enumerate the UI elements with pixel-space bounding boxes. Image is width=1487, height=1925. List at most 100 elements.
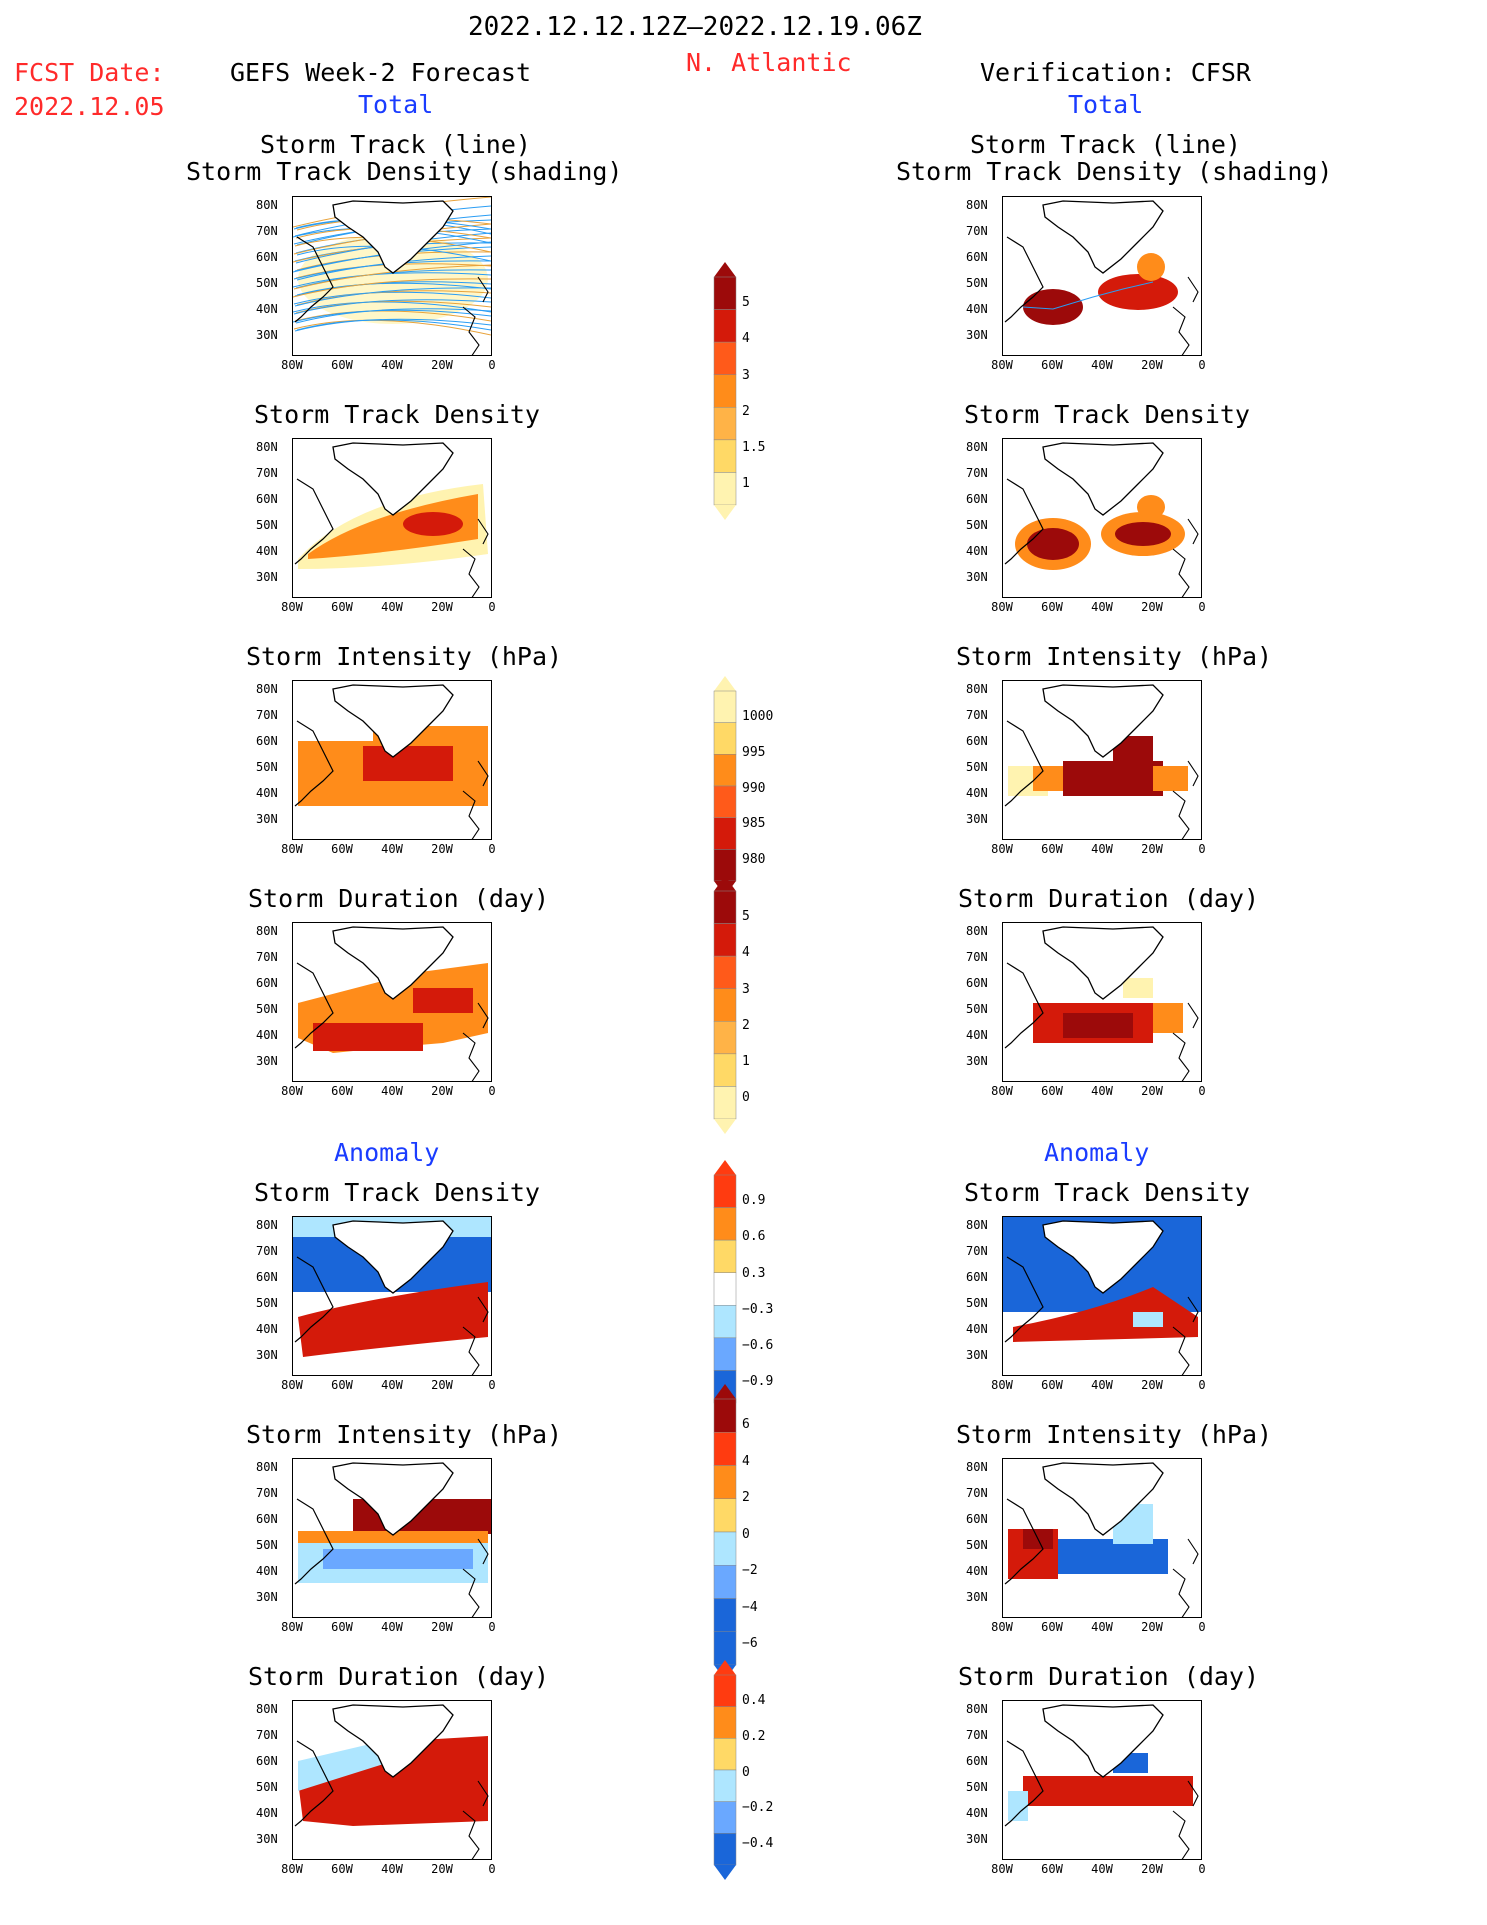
lon-tick-label: 0 (1198, 1862, 1206, 1876)
lon-tick-label: 80W (991, 1862, 1013, 1876)
lat-tick-label: 30N (966, 1054, 988, 1068)
title-density-right: Storm Track Density (964, 400, 1250, 429)
lat-tick-label: 60N (256, 250, 278, 264)
lat-tick-label: 50N (966, 1538, 988, 1552)
title-anom-intensity-left: Storm Intensity (hPa) (246, 1420, 563, 1449)
colorbar-tick-label: −0.9 (742, 1374, 774, 1390)
lon-tick-label: 20W (431, 842, 453, 856)
title-anom-density-left: Storm Track Density (254, 1178, 540, 1207)
fcst-date-label: FCST Date: (14, 58, 165, 87)
lon-tick-label: 80W (281, 358, 303, 372)
lat-tick-label: 50N (966, 1002, 988, 1016)
lat-tick-label: 40N (966, 1322, 988, 1336)
lat-tick-label: 60N (966, 1270, 988, 1284)
lat-tick-label: 80N (966, 1460, 988, 1474)
map-intensity-verification: 80N 70N 60N 50N 40N 30N 80W 60W 40W 20W 0 (966, 680, 1206, 880)
colorbar-tick-label: 0.2 (742, 1728, 766, 1744)
colorbar-total-intensity: 1000 995 990 985 980 (710, 676, 773, 900)
lat-tick-label: 60N (966, 1512, 988, 1526)
lat-tick-label: 30N (966, 570, 988, 584)
map-frame (292, 922, 492, 1082)
lon-tick-label: 0 (488, 842, 496, 856)
colorbar-anom-duration: 0.4 0.2 0 −0.2 −0.4 (710, 1660, 773, 1884)
map-density-forecast: 80N 70N 60N 50N 40N 30N 80W 60W 40W 20W 0 (256, 438, 496, 638)
lat-tick-label: 80N (966, 682, 988, 696)
colorbar-tick-label: 0.9 (742, 1193, 766, 1209)
lat-tick-label: 40N (966, 1028, 988, 1042)
lon-tick-label: 60W (331, 600, 353, 614)
map-frame (1002, 1216, 1202, 1376)
lon-tick-label: 20W (431, 1378, 453, 1392)
map-track-verification: 80N 70N 60N 50N 40N 30N 80W 60W 40W 20W 0 (966, 196, 1206, 396)
colorbar-tick-label: −0.4 (742, 1836, 774, 1852)
lat-tick-label: 40N (256, 1322, 278, 1336)
title-density-left: Storm Track Density (254, 400, 540, 429)
colorbar-total-density: 5 4 3 2 1.5 1 (710, 262, 765, 524)
lat-tick-label: 50N (966, 1780, 988, 1794)
lat-tick-label: 30N (966, 1832, 988, 1846)
lat-tick-label: 80N (966, 1702, 988, 1716)
lon-tick-label: 40W (1091, 600, 1113, 614)
lat-tick-label: 50N (256, 518, 278, 532)
colorbar-tick-label: 1000 (742, 708, 774, 724)
lat-tick-label: 50N (256, 276, 278, 290)
lat-tick-label: 60N (256, 1512, 278, 1526)
lat-tick-label: 30N (256, 1590, 278, 1604)
region-title: N. Atlantic (686, 48, 852, 77)
lat-tick-label: 70N (966, 224, 988, 238)
lon-tick-label: 0 (488, 1378, 496, 1392)
lon-tick-label: 0 (488, 1084, 496, 1098)
lat-tick-label: 40N (966, 1564, 988, 1578)
lon-tick-label: 40W (1091, 1862, 1113, 1876)
colorbar-tick-label: 985 (742, 816, 766, 832)
lon-tick-label: 40W (1091, 358, 1113, 372)
map-frame (1002, 438, 1202, 598)
colorbar-tick-label: 0 (742, 1764, 750, 1780)
lon-tick-label: 60W (331, 1378, 353, 1392)
colorbar-tick-label: 0.6 (742, 1229, 766, 1245)
colorbar-tick-label: 0 (742, 1090, 750, 1106)
lon-tick-label: 40W (381, 600, 403, 614)
lat-tick-label: 30N (966, 812, 988, 826)
lat-tick-label: 80N (966, 198, 988, 212)
lon-tick-label: 20W (1141, 1620, 1163, 1634)
lat-tick-label: 80N (966, 1218, 988, 1232)
lon-tick-label: 60W (331, 842, 353, 856)
colorbar-tick-label: 1 (742, 476, 750, 492)
lon-tick-label: 0 (1198, 1378, 1206, 1392)
title-anom-density-right: Storm Track Density (964, 1178, 1250, 1207)
right-column-title: Verification: CFSR (980, 58, 1251, 87)
lon-tick-label: 80W (991, 1084, 1013, 1098)
map-frame (1002, 922, 1202, 1082)
lon-tick-label: 40W (381, 1620, 403, 1634)
lon-tick-label: 0 (488, 600, 496, 614)
title-anom-intensity-right: Storm Intensity (hPa) (956, 1420, 1273, 1449)
title-intensity-right: Storm Intensity (hPa) (956, 642, 1273, 671)
lat-tick-label: 80N (256, 440, 278, 454)
lat-tick-label: 50N (966, 518, 988, 532)
lat-tick-label: 60N (256, 1270, 278, 1284)
colorbar-anom-intensity: 6 4 2 0 −2 −4 −6 (710, 1384, 758, 1684)
lat-tick-label: 70N (256, 1486, 278, 1500)
lon-tick-label: 20W (431, 358, 453, 372)
lon-tick-label: 0 (1198, 1620, 1206, 1634)
lat-tick-label: 60N (966, 1754, 988, 1768)
map-anom-density-forecast: 80N 70N 60N 50N 40N 30N 80W 60W 40W 20W 0 (256, 1216, 496, 1416)
lon-tick-label: 80W (991, 1620, 1013, 1634)
lat-tick-label: 30N (256, 1054, 278, 1068)
lon-tick-label: 80W (991, 842, 1013, 856)
lon-tick-label: 60W (1041, 1620, 1063, 1634)
lat-tick-label: 60N (256, 976, 278, 990)
lon-tick-label: 0 (1198, 600, 1206, 614)
lat-tick-label: 30N (966, 1590, 988, 1604)
colorbar-tick-label: −0.2 (742, 1800, 774, 1816)
colorbar-tick-label: 6 (742, 1417, 750, 1433)
lon-tick-label: 20W (1141, 842, 1163, 856)
lat-tick-label: 70N (256, 708, 278, 722)
colorbar-tick-label: 4 (742, 1453, 750, 1469)
map-frame (292, 680, 492, 840)
lat-tick-label: 80N (256, 1702, 278, 1716)
map-frame (1002, 1700, 1202, 1860)
lon-tick-label: 0 (1198, 358, 1206, 372)
colorbar-tick-label: 3 (742, 367, 750, 383)
